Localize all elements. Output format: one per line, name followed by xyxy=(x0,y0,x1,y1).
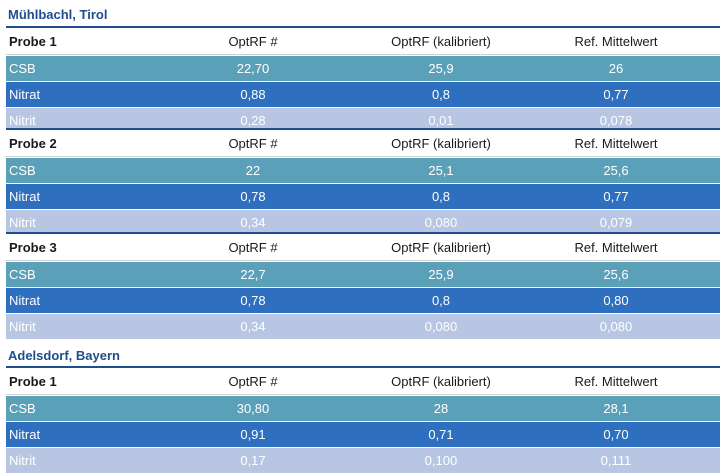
table-header-row: Probe 2 OptRF # OptRF (kalibriert) Ref. … xyxy=(6,130,720,157)
value-kalibriert: 25,9 xyxy=(428,61,454,76)
value-ref: 0,111 xyxy=(600,453,632,468)
value-optrf: 22,70 xyxy=(236,61,270,76)
value-kalibriert: 25,1 xyxy=(428,163,454,178)
value-optrf: 0,34 xyxy=(240,319,266,334)
sample-table-muehlbachl-probe-1: Probe 1 OptRF # OptRF (kalibriert) Ref. … xyxy=(6,28,720,133)
table-header-row: Probe 1 OptRF # OptRF (kalibriert) Ref. … xyxy=(6,28,720,55)
value-kalibriert: 25,9 xyxy=(428,267,454,282)
parameter-name: Nitrit xyxy=(9,113,36,128)
value-kalibriert: 0,8 xyxy=(431,87,451,102)
section-rule xyxy=(6,26,720,28)
table-row-nitrit: Nitrit 0,34 0,080 0,080 xyxy=(6,313,720,339)
location-title-adelsdorf: Adelsdorf, Bayern xyxy=(8,348,120,363)
table-row-nitrit: Nitrit 0,17 0,100 0,111 xyxy=(6,447,720,473)
value-optrf: 0,34 xyxy=(240,215,266,230)
section-rule xyxy=(6,232,720,234)
section-rule xyxy=(6,128,720,130)
value-optrf: 22 xyxy=(245,163,261,178)
value-kalibriert: 0,71 xyxy=(428,427,454,442)
value-ref: 0,079 xyxy=(599,215,633,230)
value-kalibriert: 0,8 xyxy=(431,293,451,308)
header-ref-mittelwert: Ref. Mittelwert xyxy=(574,239,658,255)
sample-table-muehlbachl-probe-3: Probe 3 OptRF # OptRF (kalibriert) Ref. … xyxy=(6,234,720,339)
header-optrf: OptRF # xyxy=(228,373,278,389)
table-row-csb: CSB 22,70 25,9 26 xyxy=(6,55,720,81)
parameter-name: Nitrit xyxy=(9,453,36,468)
parameter-name: Nitrat xyxy=(9,427,41,442)
header-kalibriert: OptRF (kalibriert) xyxy=(391,373,491,389)
value-ref: 0,77 xyxy=(603,189,629,204)
value-kalibriert: 0,8 xyxy=(431,189,451,204)
parameter-name: CSB xyxy=(9,267,36,282)
table-row-csb: CSB 22 25,1 25,6 xyxy=(6,157,720,183)
table-row-csb: CSB 30,80 28 28,1 xyxy=(6,395,720,421)
value-ref: 0,70 xyxy=(603,427,629,442)
header-ref-mittelwert: Ref. Mittelwert xyxy=(574,135,658,151)
sample-table-muehlbachl-probe-2: Probe 2 OptRF # OptRF (kalibriert) Ref. … xyxy=(6,130,720,235)
value-kalibriert: 0,080 xyxy=(424,319,458,334)
sample-label: Probe 2 xyxy=(9,135,57,151)
header-kalibriert: OptRF (kalibriert) xyxy=(391,33,491,49)
value-ref: 0,77 xyxy=(603,87,629,102)
table-row-nitrat: Nitrat 0,91 0,71 0,70 xyxy=(6,421,720,447)
parameter-name: Nitrat xyxy=(9,293,41,308)
value-optrf: 0,78 xyxy=(240,293,266,308)
table-row-csb: CSB 22,7 25,9 25,6 xyxy=(6,261,720,287)
table-row-nitrit: Nitrit 0,34 0,080 0,079 xyxy=(6,209,720,235)
value-kalibriert: 0,01 xyxy=(428,113,454,128)
value-ref: 25,6 xyxy=(603,163,629,178)
value-ref: 26 xyxy=(608,61,624,76)
parameter-name: CSB xyxy=(9,163,36,178)
parameter-name: Nitrat xyxy=(9,189,41,204)
header-kalibriert: OptRF (kalibriert) xyxy=(391,135,491,151)
value-ref: 25,6 xyxy=(603,267,629,282)
value-ref: 0,080 xyxy=(599,319,633,334)
location-title-muehlbachl: Mühlbachl, Tirol xyxy=(8,7,108,22)
header-optrf: OptRF # xyxy=(228,33,278,49)
parameter-name: CSB xyxy=(9,61,36,76)
value-ref: 0,80 xyxy=(603,293,629,308)
value-kalibriert: 0,100 xyxy=(424,453,458,468)
header-optrf: OptRF # xyxy=(228,239,278,255)
value-kalibriert: 0,080 xyxy=(424,215,458,230)
header-kalibriert: OptRF (kalibriert) xyxy=(391,239,491,255)
parameter-name: Nitrit xyxy=(9,319,36,334)
table-row-nitrat: Nitrat 0,88 0,8 0,77 xyxy=(6,81,720,107)
header-optrf: OptRF # xyxy=(228,135,278,151)
value-kalibriert: 28 xyxy=(433,401,449,416)
value-optrf: 0,17 xyxy=(240,453,266,468)
table-row-nitrat: Nitrat 0,78 0,8 0,77 xyxy=(6,183,720,209)
table-header-row: Probe 1 OptRF # OptRF (kalibriert) Ref. … xyxy=(6,368,720,395)
value-optrf: 0,28 xyxy=(240,113,266,128)
value-ref: 28,1 xyxy=(603,401,629,416)
parameter-name: Nitrit xyxy=(9,215,36,230)
value-optrf: 0,91 xyxy=(240,427,266,442)
sample-table-adelsdorf-probe-1: Probe 1 OptRF # OptRF (kalibriert) Ref. … xyxy=(6,368,720,473)
parameter-name: CSB xyxy=(9,401,36,416)
value-optrf: 0,78 xyxy=(240,189,266,204)
value-optrf: 22,7 xyxy=(240,267,266,282)
sample-label: Probe 3 xyxy=(9,239,57,255)
value-optrf: 0,88 xyxy=(240,87,266,102)
table-header-row: Probe 3 OptRF # OptRF (kalibriert) Ref. … xyxy=(6,234,720,261)
sample-label: Probe 1 xyxy=(9,33,57,49)
value-optrf: 30,80 xyxy=(236,401,270,416)
header-ref-mittelwert: Ref. Mittelwert xyxy=(574,373,658,389)
table-row-nitrat: Nitrat 0,78 0,8 0,80 xyxy=(6,287,720,313)
section-rule xyxy=(6,366,720,368)
parameter-name: Nitrat xyxy=(9,87,41,102)
value-ref: 0,078 xyxy=(599,113,633,128)
header-ref-mittelwert: Ref. Mittelwert xyxy=(574,33,658,49)
sample-label: Probe 1 xyxy=(9,373,57,389)
